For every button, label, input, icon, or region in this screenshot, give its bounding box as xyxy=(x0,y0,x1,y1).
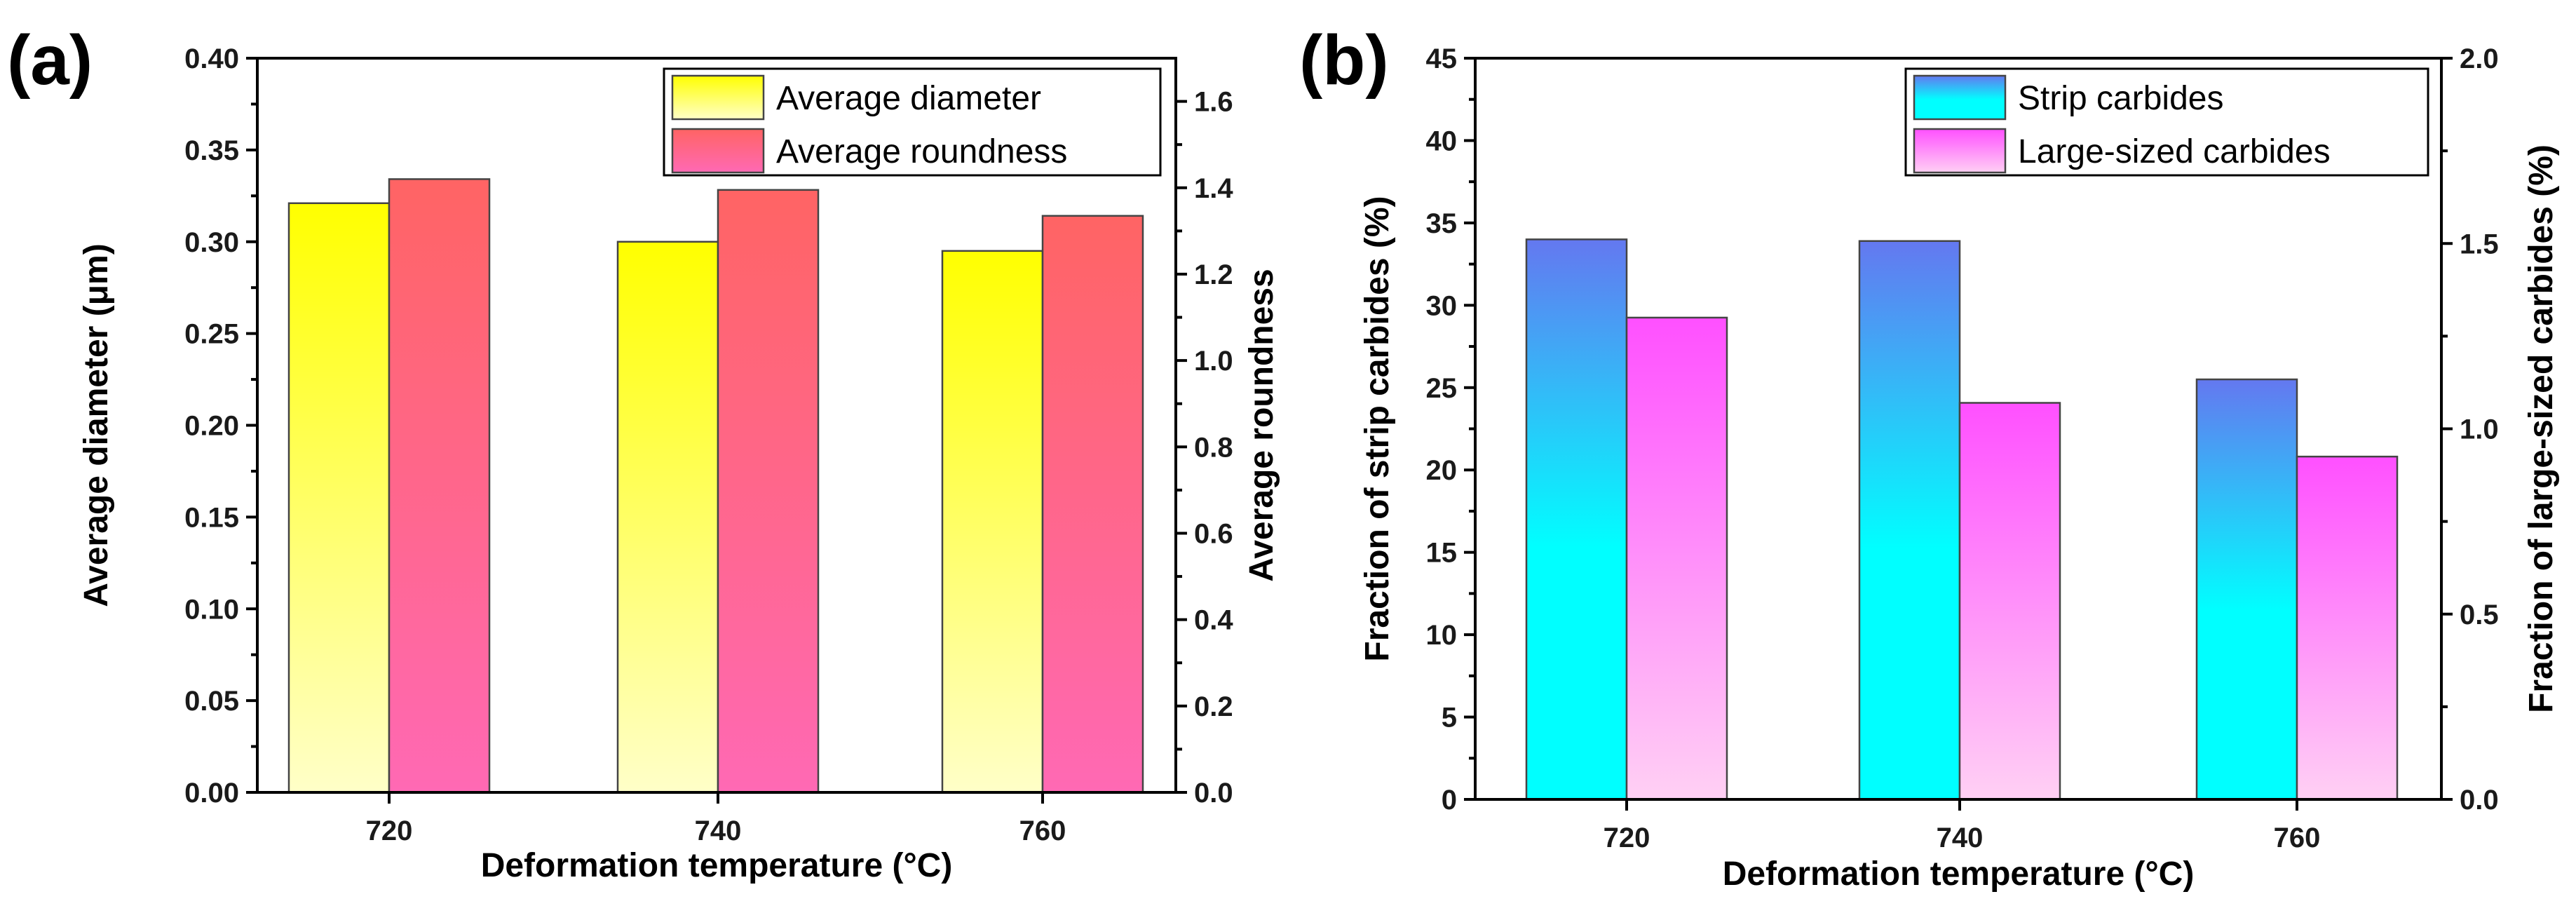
y-right-tick-label: 1.0 xyxy=(2460,414,2499,445)
y-tick-label: 0 xyxy=(1442,785,1457,816)
panel-a: (a) 0.00 0.05 0.10 0.15 0.20 0.25 0.30 0.35 0.40 0… xyxy=(7,21,1280,884)
y-right-axis-title: Fraction of large-sized carbides (%) xyxy=(2523,144,2560,713)
y-tick-label: 0.35 xyxy=(184,135,239,166)
y-tick-label: 15 xyxy=(1426,538,1458,569)
panel-label: (a) xyxy=(7,21,93,100)
bar-average-diameter-760 xyxy=(941,250,1044,794)
y-tick-label: 0.15 xyxy=(184,502,239,533)
bar-average-roundness-740 xyxy=(717,189,820,794)
y-tick-label: 0.20 xyxy=(184,411,239,442)
y-tick-label: 0.00 xyxy=(184,778,239,809)
x-tick-label: 740 xyxy=(1937,823,1984,853)
y-tick-label: 5 xyxy=(1442,703,1457,733)
bar-strip-carbides-760 xyxy=(2195,378,2298,801)
bar-strip-carbides-740 xyxy=(1858,240,1961,801)
y-tick-label: 20 xyxy=(1426,455,1458,486)
y-axis-title: Average diameter (μm) xyxy=(78,243,115,607)
y-tick-label: 10 xyxy=(1426,620,1458,651)
bar-large-sized-carbides-740 xyxy=(1958,402,2061,801)
y-right-tick-label: 2.0 xyxy=(2460,43,2499,74)
legend-label: Strip carbides xyxy=(2018,80,2223,117)
y-right-tick-label: 1.5 xyxy=(2460,229,2499,259)
panel-label: (b) xyxy=(1299,21,1389,100)
y-right-tick-label: 0.5 xyxy=(2460,600,2499,630)
y-right-tick-label: 0.2 xyxy=(1194,691,1233,722)
legend-swatch xyxy=(671,74,765,121)
legend-swatch xyxy=(1913,74,2007,121)
y-tick-label: 0.25 xyxy=(184,319,239,350)
x-tick-label: 760 xyxy=(1019,816,1066,846)
y-tick-label: 30 xyxy=(1426,290,1458,321)
y-tick-label: 45 xyxy=(1426,43,1458,74)
bar-strip-carbides-720 xyxy=(1525,238,1628,801)
y-tick-label: 35 xyxy=(1426,208,1458,239)
legend-swatch xyxy=(671,128,765,174)
y-tick-label: 0.40 xyxy=(184,43,239,74)
y-right-tick-label: 0.6 xyxy=(1194,518,1233,549)
x-axis-title: Deformation temperature (°C) xyxy=(1723,855,2195,893)
y-right-tick-label: 0.8 xyxy=(1194,432,1233,463)
y-right-tick-label: 0.0 xyxy=(2460,785,2499,816)
y-right-tick-label: 0.4 xyxy=(1194,605,1233,636)
legend-label: Average diameter xyxy=(776,80,1041,117)
bar-average-roundness-760 xyxy=(1041,215,1144,794)
legend-label: Large-sized carbides xyxy=(2018,133,2331,170)
y-right-tick-label: 1.0 xyxy=(1194,346,1233,377)
x-tick-label: 760 xyxy=(2274,823,2321,853)
legend-label: Average roundness xyxy=(776,133,1067,170)
bar-large-sized-carbides-760 xyxy=(2296,455,2399,801)
x-axis-title: Deformation temperature (°C) xyxy=(481,847,953,884)
bar-average-diameter-720 xyxy=(287,202,391,794)
x-tick-label: 720 xyxy=(1604,823,1650,853)
y-right-tick-label: 1.4 xyxy=(1194,173,1233,204)
y-right-tick-label: 1.2 xyxy=(1194,259,1233,290)
x-tick-label: 720 xyxy=(366,816,413,846)
y-right-axis-title: Average roundness xyxy=(1243,269,1280,581)
y-tick-label: 40 xyxy=(1426,126,1458,156)
legend-swatch xyxy=(1913,128,2007,174)
panel-b: (b) 0 5 10 15 20 25 30 35 40 45 0.0 0.5 1.0 1.5 2.0 720 7… xyxy=(1299,21,2560,893)
y-tick-label: 0.05 xyxy=(184,686,239,717)
y-tick-label: 0.30 xyxy=(184,227,239,258)
y-right-tick-label: 0.0 xyxy=(1194,778,1233,809)
y-tick-label: 25 xyxy=(1426,373,1458,404)
y-right-tick-label: 1.6 xyxy=(1194,87,1233,118)
y-tick-label: 0.10 xyxy=(184,594,239,625)
bar-average-roundness-720 xyxy=(388,178,491,794)
bar-average-diameter-740 xyxy=(616,241,719,794)
y-axis-title: Fraction of strip carbides (%) xyxy=(1359,196,1396,661)
bar-large-sized-carbides-720 xyxy=(1625,316,1728,801)
x-tick-label: 740 xyxy=(695,816,742,846)
